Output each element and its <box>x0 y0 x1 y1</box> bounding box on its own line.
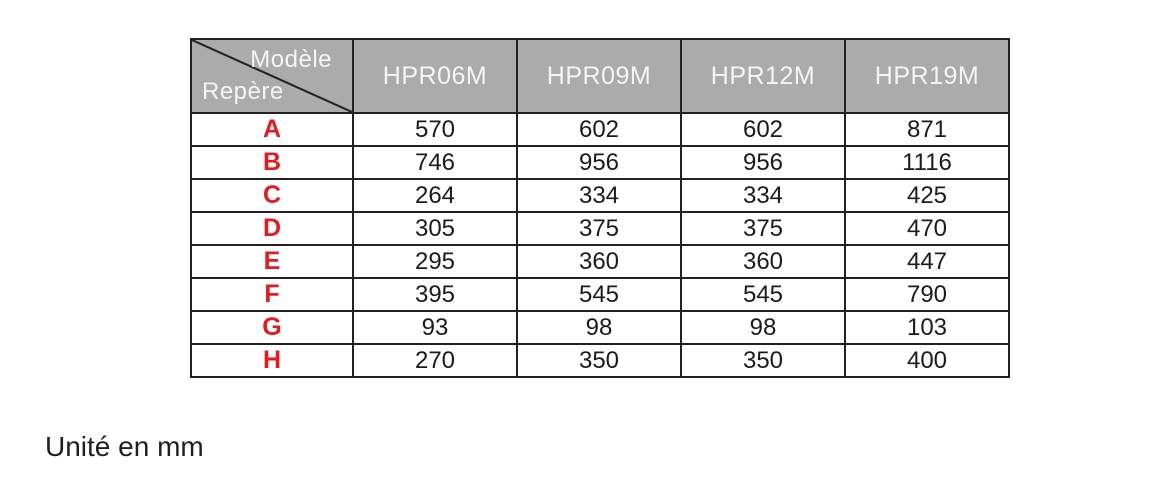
table-cell: 350 <box>516 343 682 378</box>
table-row-g: G 93 98 98 103 <box>190 310 1010 345</box>
table-cell: 264 <box>352 178 518 213</box>
table-row-b: B 746 956 956 1116 <box>190 145 1010 180</box>
table-row-d: D 305 375 375 470 <box>190 211 1010 246</box>
column-header-hpr12m: HPR12M <box>680 38 846 114</box>
table-cell: 375 <box>680 211 846 246</box>
row-label: A <box>190 112 354 147</box>
table-cell: 602 <box>680 112 846 147</box>
table-cell: 746 <box>352 145 518 180</box>
table-cell: 375 <box>516 211 682 246</box>
column-header-hpr09m: HPR09M <box>516 38 682 114</box>
row-label: D <box>190 211 354 246</box>
row-label: H <box>190 343 354 378</box>
table-row-e: E 295 360 360 447 <box>190 244 1010 279</box>
table-cell: 350 <box>680 343 846 378</box>
column-header-hpr06m: HPR06M <box>352 38 518 114</box>
table-cell: 570 <box>352 112 518 147</box>
table-cell: 334 <box>516 178 682 213</box>
diagonal-divider-line <box>192 40 352 112</box>
header-row: Modèle Repère HPR06M HPR09M HPR12M HPR19… <box>190 38 1010 114</box>
table-cell: 956 <box>680 145 846 180</box>
table-cell: 360 <box>516 244 682 279</box>
table-row-h: H 270 350 350 400 <box>190 343 1010 378</box>
table-cell: 602 <box>516 112 682 147</box>
dimensions-table: Modèle Repère HPR06M HPR09M HPR12M HPR19… <box>190 38 1010 378</box>
corner-bottom-label: Repère <box>202 78 284 105</box>
table-cell: 270 <box>352 343 518 378</box>
table-cell: 790 <box>844 277 1010 312</box>
table-cell: 98 <box>516 310 682 345</box>
corner-top-label: Modèle <box>250 46 332 73</box>
unit-note: Unité en mm <box>45 431 204 462</box>
row-label: B <box>190 145 354 180</box>
table-cell: 545 <box>516 277 682 312</box>
table-cell: 470 <box>844 211 1010 246</box>
table-row-f: F 395 545 545 790 <box>190 277 1010 312</box>
table-cell: 545 <box>680 277 846 312</box>
table-cell: 295 <box>352 244 518 279</box>
table-row-a: A 570 602 602 871 <box>190 112 1010 147</box>
row-label: E <box>190 244 354 279</box>
corner-header-cell: Modèle Repère <box>190 38 354 114</box>
row-label: G <box>190 310 354 345</box>
table-cell: 871 <box>844 112 1010 147</box>
table-cell: 334 <box>680 178 846 213</box>
row-label: C <box>190 178 354 213</box>
row-label: F <box>190 277 354 312</box>
table-row-c: C 264 334 334 425 <box>190 178 1010 213</box>
table-cell: 103 <box>844 310 1010 345</box>
column-header-hpr19m: HPR19M <box>844 38 1010 114</box>
dimensions-table-wrapper: Modèle Repère HPR06M HPR09M HPR12M HPR19… <box>190 38 1010 378</box>
table-cell: 400 <box>844 343 1010 378</box>
table-cell: 98 <box>680 310 846 345</box>
table-cell: 956 <box>516 145 682 180</box>
table-cell: 425 <box>844 178 1010 213</box>
table-cell: 93 <box>352 310 518 345</box>
table-cell: 305 <box>352 211 518 246</box>
table-cell: 395 <box>352 277 518 312</box>
table-cell: 360 <box>680 244 846 279</box>
table-cell: 447 <box>844 244 1010 279</box>
table-cell: 1116 <box>844 145 1010 180</box>
